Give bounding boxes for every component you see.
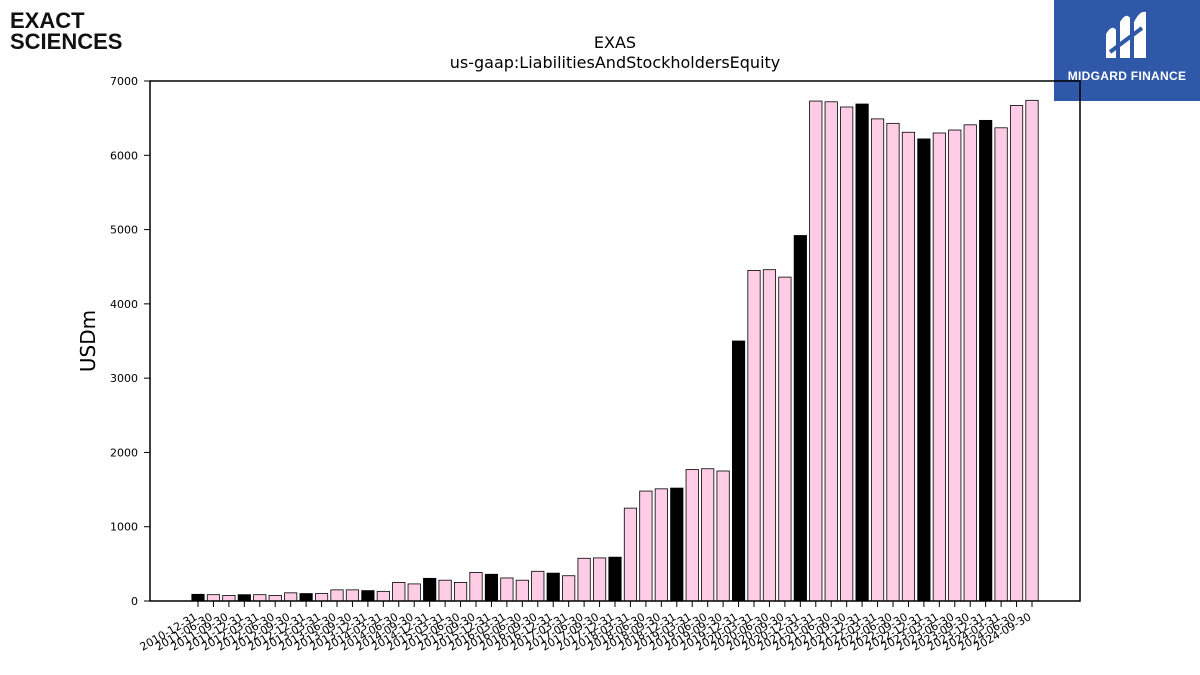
x-axis: 2010-12-312011-06-302011-09-302011-12-31… <box>138 601 1034 654</box>
y-tick-label: 6000 <box>110 149 138 162</box>
bar-2019-06-30 <box>701 468 715 602</box>
chart-title: EXAS <box>594 33 636 52</box>
bar-2015-12-31 <box>484 573 499 602</box>
bar-2015-09-30 <box>469 572 483 602</box>
bar-2012-09-30 <box>284 592 298 602</box>
bar-2017-06-30 <box>577 557 591 602</box>
bar-2013-12-31 <box>361 590 375 602</box>
bar-2022-06-30 <box>886 122 900 602</box>
bar-2014-12-31 <box>423 577 437 602</box>
bar-2022-12-31 <box>917 138 931 602</box>
y-axis-label: USDm <box>76 310 100 372</box>
y-tick-label: 2000 <box>110 446 138 459</box>
bar-2010-12-31 <box>191 593 205 602</box>
bar-2023-09-30 <box>963 124 977 602</box>
bar-2018-03-31 <box>623 507 638 602</box>
bar-2015-06-30 <box>453 582 468 602</box>
y-tick-label: 1000 <box>110 521 138 534</box>
bar-2023-06-30 <box>948 129 962 602</box>
bar-2019-09-30 <box>716 470 730 602</box>
bar-2024-03-31 <box>994 127 1008 602</box>
y-axis: 0 1000 2000 3000 4000 5000 6000 7000 <box>110 75 150 608</box>
bar-2014-09-30 <box>407 583 421 602</box>
bar-2022-09-30 <box>901 131 916 602</box>
bar-2012-06-30 <box>268 595 282 602</box>
bar-2011-12-31 <box>237 594 251 602</box>
midgard-finance-text: MIDGARD FINANCE <box>1067 69 1187 83</box>
bar-2019-12-31 <box>731 340 746 602</box>
y-tick-label: 0 <box>131 595 138 608</box>
bar-2016-09-30 <box>531 570 545 602</box>
bars-group <box>191 99 1039 602</box>
midgard-finance-logo: MIDGARD FINANCE <box>1054 0 1200 101</box>
bar-2014-03-31 <box>376 590 390 602</box>
exact-sciences-logo: EXACT SCIENCES <box>10 10 140 56</box>
chart-subtitle: us-gaap:LiabilitiesAndStockholdersEquity <box>450 53 781 72</box>
bar-2016-06-30 <box>515 579 529 602</box>
bar-2021-12-31 <box>855 103 869 602</box>
bar-2021-09-30 <box>840 106 854 602</box>
bar-2021-03-31 <box>809 100 823 602</box>
bar-2011-09-30 <box>222 595 236 602</box>
bar-2018-12-31 <box>670 487 684 602</box>
bar-2015-03-31 <box>438 579 452 602</box>
bar-2018-06-30 <box>639 490 653 602</box>
bar-2020-06-30 <box>762 269 777 602</box>
bar-2020-03-31 <box>747 270 761 602</box>
bar-2014-06-30 <box>392 582 406 602</box>
y-tick-label: 4000 <box>110 298 138 311</box>
bar-2021-06-30 <box>824 101 838 602</box>
midgard-mark-icon <box>1106 11 1146 58</box>
bar-2011-06-30 <box>206 594 221 602</box>
y-tick-label: 7000 <box>110 75 138 88</box>
plot-frame <box>149 80 1081 602</box>
bar-2024-06-30 <box>1009 105 1024 602</box>
bar-2016-03-31 <box>500 577 514 602</box>
bar-2020-12-31 <box>793 235 807 602</box>
bar-2012-03-31 <box>253 594 267 602</box>
bar-2013-09-30 <box>345 589 360 602</box>
logo-line-1: EXACT <box>10 8 85 33</box>
y-tick-label: 3000 <box>110 372 138 385</box>
bar-2017-03-31 <box>562 575 576 602</box>
bar-2016-12-31 <box>546 572 560 602</box>
bar-2017-12-31 <box>608 556 622 602</box>
bar-2020-09-30 <box>778 276 792 602</box>
bar-2017-09-30 <box>592 557 607 602</box>
bar-2023-12-31 <box>979 119 993 602</box>
logo-line-2: SCIENCES <box>10 29 123 54</box>
bar-2022-03-31 <box>870 118 885 602</box>
bar-2018-09-30 <box>654 488 668 602</box>
bar-2013-03-31 <box>314 593 329 602</box>
bar-2019-03-31 <box>685 469 699 602</box>
y-tick-label: 5000 <box>110 224 138 237</box>
bar-2024-09-30 <box>1025 99 1039 602</box>
bar-2013-06-30 <box>330 589 344 602</box>
bar-2012-12-31 <box>299 593 313 602</box>
bar-2023-03-31 <box>932 132 946 602</box>
